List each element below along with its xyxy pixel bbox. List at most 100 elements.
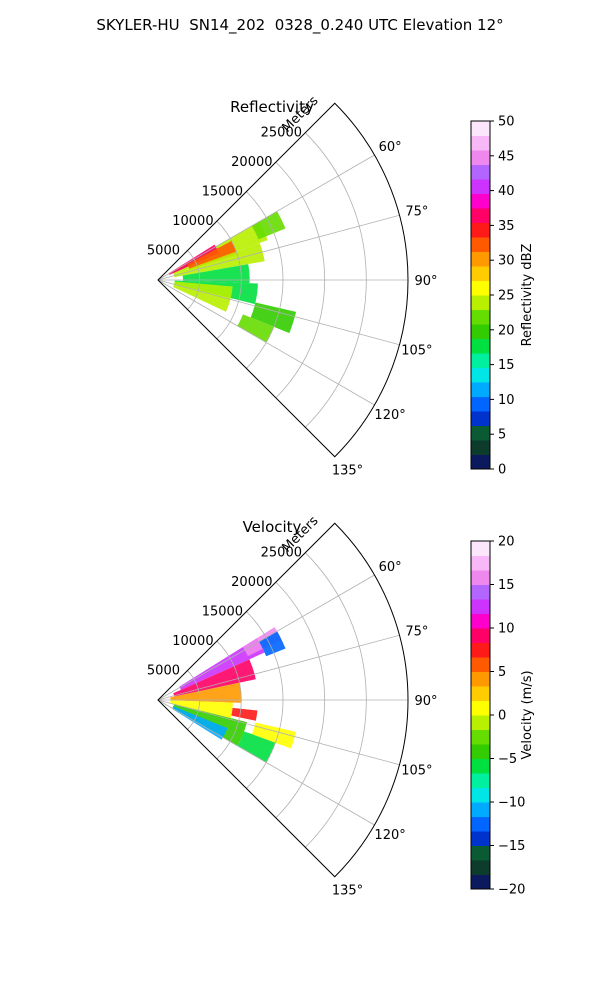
- sector-outline: [157, 522, 409, 878]
- colorbar-tick-label: −15: [498, 839, 525, 854]
- colorbar-segment: [471, 193, 490, 209]
- colorbar-segment: [471, 715, 490, 730]
- range-tick-label: 20000: [231, 155, 272, 170]
- colorbar: −20 −15 −10 −5 0 5 10 15 20: [470, 535, 525, 898]
- colorbar-tick-label: 0: [498, 709, 506, 724]
- echo-region: [237, 731, 276, 763]
- colorbar-tick-label: 0: [498, 463, 506, 478]
- colorbar-tick-label: 5: [498, 428, 506, 443]
- azimuth-tick-label: 75°: [405, 205, 428, 220]
- azimuth-gridline: [157, 279, 400, 346]
- colorbar-tick-label: 5: [498, 665, 506, 680]
- colorbar-segment: [471, 280, 490, 296]
- echo-region: [251, 722, 297, 749]
- colorbar-segment: [471, 135, 490, 151]
- colorbar-segment: [471, 164, 490, 180]
- colorbar-segment: [471, 367, 490, 383]
- azimuth-gridline: [157, 154, 375, 281]
- azimuth-tick-label: 60°: [379, 560, 402, 575]
- colorbar-segment: [471, 266, 490, 281]
- colorbar-segment: [471, 237, 490, 252]
- colorbar-segment: [471, 642, 490, 658]
- range-tick-labels: 5000 10000 15000 20000 25000: [147, 546, 302, 679]
- colorbar-label: Reflectivity dBZ: [520, 244, 535, 347]
- figure-title: SKYLER-HU SN14_202 0328_0.240 UTC Elevat…: [96, 16, 504, 34]
- echo-region: [250, 302, 297, 334]
- echo-region: [172, 706, 228, 740]
- colorbar-tick-label: 15: [498, 578, 515, 593]
- colorbar-tick-label: −20: [498, 883, 525, 898]
- colorbar-segment: [471, 324, 490, 339]
- range-tick-label: 5000: [147, 244, 180, 259]
- colorbar-segment: [471, 845, 490, 861]
- colorbar-segment: [471, 179, 490, 194]
- azimuth-gridline: [157, 699, 400, 766]
- azimuth-gridline: [157, 214, 400, 281]
- echo-region: [173, 242, 265, 278]
- colorbar-segment: [471, 729, 490, 745]
- range-tick-label: 25000: [261, 126, 302, 141]
- colorbar-segment: [471, 570, 490, 585]
- colorbar: 0 5 10 15 20 25 30 35 40 45 50: [470, 115, 515, 478]
- echo-region: [237, 314, 274, 343]
- colorbar-segment: [471, 613, 490, 629]
- range-tick-label: 10000: [172, 634, 213, 649]
- sector-outline: [157, 102, 409, 458]
- colorbar-segment: [471, 686, 490, 701]
- range-tick-label: 20000: [231, 575, 272, 590]
- azimuth-tick-label: 105°: [401, 343, 432, 358]
- colorbar-tick-label: 45: [498, 149, 515, 164]
- azimuth-tick-label: 90°: [414, 694, 437, 709]
- colorbar-segment: [471, 411, 490, 426]
- colorbar-segment: [471, 860, 490, 875]
- polar-grid: [157, 522, 409, 878]
- colorbar-tick-label: 40: [498, 184, 515, 199]
- velocity-panel: Velocity 5000 10000 15000 20000 25000 60° 75°…: [147, 513, 535, 898]
- colorbar-tick-label: −5: [498, 752, 517, 767]
- colorbar-segment: [471, 657, 490, 672]
- colorbar-segment: [471, 309, 490, 325]
- azimuth-tick-label: 105°: [401, 763, 432, 778]
- colorbar-segment: [471, 802, 490, 817]
- colorbar-tick-label: 50: [498, 115, 515, 130]
- colorbar-segment: [471, 628, 490, 643]
- azimuth-tick-labels: 60° 75° 90° 105° 120° 135°: [332, 560, 438, 899]
- colorbar-segment: [471, 773, 490, 788]
- range-tick-label: 5000: [147, 664, 180, 679]
- colorbar-segment: [471, 382, 490, 397]
- range-tick-labels: 5000 10000 15000 20000 25000: [147, 126, 302, 259]
- polar-grid: [157, 102, 409, 458]
- colorbar-segment: [471, 816, 490, 832]
- azimuth-tick-label: 60°: [379, 140, 402, 155]
- azimuth-tick-label: 120°: [374, 408, 405, 423]
- colorbar-segment: [471, 208, 490, 223]
- echo-region: [259, 631, 286, 657]
- azimuth-tick-label: 75°: [405, 625, 428, 640]
- colorbar-segment: [471, 671, 490, 687]
- range-tick-label: 10000: [172, 214, 213, 229]
- panel-title: Reflectivity: [230, 98, 314, 116]
- colorbar-tick-label: 15: [498, 358, 515, 373]
- colorbar-tick-label: 10: [498, 393, 515, 408]
- range-tick-label: 15000: [202, 605, 243, 620]
- azimuth-gridline: [157, 574, 375, 701]
- azimuth-gridline: [157, 279, 375, 406]
- colorbar-tick-label: 30: [498, 254, 515, 269]
- colorbar-segment: [471, 353, 490, 368]
- range-tick-label: 15000: [202, 185, 243, 200]
- colorbar-tick-label: 35: [498, 219, 515, 234]
- echo-region: [170, 682, 242, 703]
- colorbar-segment: [471, 700, 490, 716]
- colorbar-segment: [471, 440, 490, 455]
- colorbar-tick-label: 10: [498, 622, 515, 637]
- colorbar-segment: [471, 599, 490, 614]
- azimuth-tick-label: 135°: [332, 884, 363, 899]
- range-tick-label: 25000: [261, 546, 302, 561]
- azimuth-gridline: [157, 699, 375, 826]
- colorbar-segment: [471, 222, 490, 238]
- colorbar-segment: [471, 758, 490, 774]
- reflectivity-panel: Reflectivity 5000 10000 15000 20000 25000 60…: [147, 93, 535, 478]
- echo-region: [170, 700, 233, 719]
